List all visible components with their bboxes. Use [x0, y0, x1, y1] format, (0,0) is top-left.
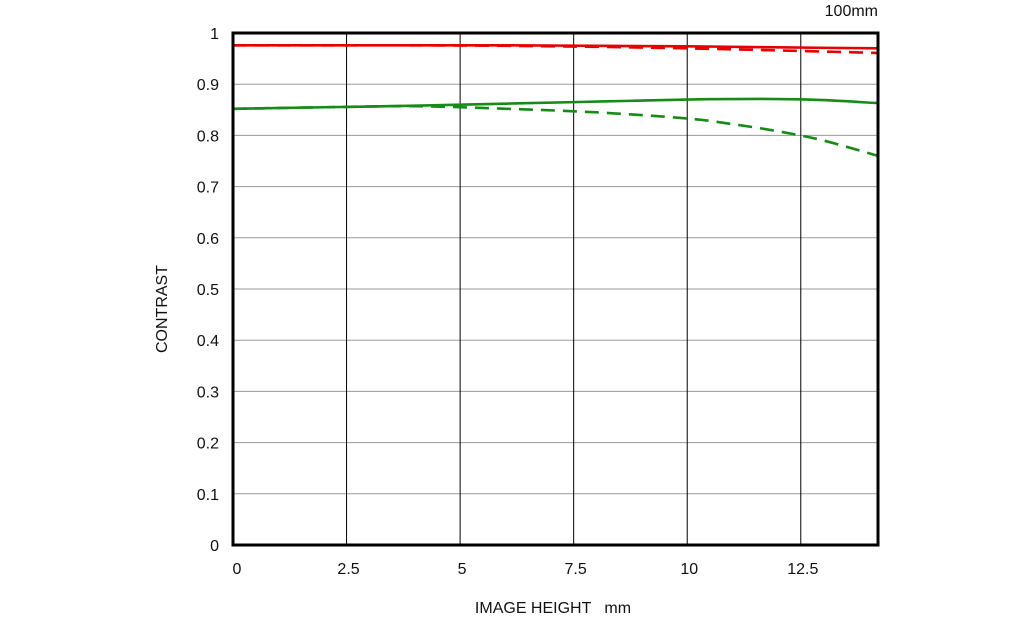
plot-frame	[231, 31, 880, 547]
x-tick-label: 2.5	[337, 561, 359, 578]
x-tick-label: 10	[680, 561, 698, 578]
x-tick-label: 12.5	[787, 561, 818, 578]
y-tick-label: 1	[210, 26, 219, 43]
y-tick-label: 0.4	[197, 333, 219, 350]
y-tick-label: 0.5	[197, 282, 219, 299]
x-tick-label: 7.5	[565, 561, 587, 578]
y-tick-label: 0.9	[197, 77, 219, 94]
y-axis-label: CONTRAST	[154, 265, 171, 353]
y-tick-label: 0.2	[197, 436, 219, 453]
y-tick-label: 0.1	[197, 487, 219, 504]
x-tick-label: 5	[458, 561, 467, 578]
x-tick-labels: 0 2.5 5 7.5 10 12.5	[233, 561, 819, 578]
series-line-3	[232, 104, 879, 158]
series-group	[232, 43, 879, 158]
x-tick-label: 0	[233, 561, 242, 578]
y-tick-labels: 0 0.1 0.2 0.3 0.4 0.5 0.6 0.7 0.8 0.9 1	[197, 26, 219, 555]
y-tick-label: 0.6	[197, 231, 219, 248]
chart-title: 100mm	[825, 3, 878, 20]
series-line-1	[233, 43, 879, 55]
x-axis-label: IMAGE HEIGHT mm	[475, 600, 631, 617]
grid	[233, 33, 878, 545]
y-tick-label: 0.8	[197, 128, 219, 145]
y-tick-label: 0.3	[197, 384, 219, 401]
y-tick-label: 0	[210, 538, 219, 555]
series-line-2	[232, 97, 879, 111]
y-tick-label: 0.7	[197, 180, 219, 197]
